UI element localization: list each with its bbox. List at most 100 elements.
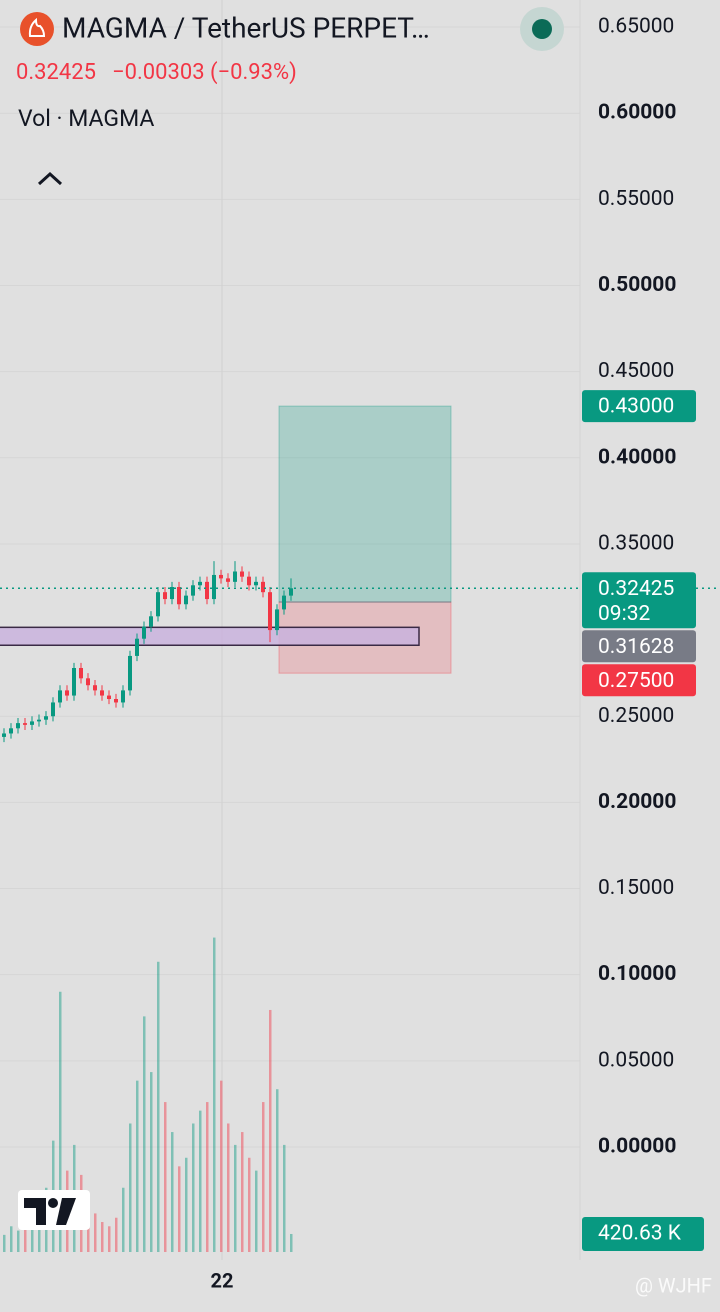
price-tag-label: 0.27500 bbox=[598, 669, 674, 693]
volume-bar bbox=[136, 1080, 139, 1252]
candle-body bbox=[30, 721, 34, 725]
support-zone bbox=[0, 626, 420, 646]
volume-bar bbox=[192, 1123, 195, 1252]
y-tick-label: 0.25000 bbox=[598, 704, 674, 728]
candle-body bbox=[142, 626, 146, 639]
volume-bar bbox=[31, 1217, 34, 1252]
volume-bar bbox=[17, 1230, 20, 1252]
volume-bar bbox=[94, 1213, 97, 1252]
candle-body bbox=[121, 690, 125, 703]
candle-body bbox=[268, 592, 272, 631]
volume-bar bbox=[241, 1132, 244, 1252]
tv-logo bbox=[18, 1190, 90, 1230]
volume-bar bbox=[283, 1144, 286, 1252]
collapse-button[interactable] bbox=[37, 171, 63, 186]
candle-body bbox=[219, 574, 223, 579]
volume-bar bbox=[213, 937, 216, 1252]
candle-body bbox=[226, 578, 230, 582]
candle-body bbox=[135, 638, 139, 656]
candle-body bbox=[93, 685, 97, 691]
y-tick-label: 0.40000 bbox=[598, 445, 676, 469]
candle-body bbox=[275, 609, 279, 631]
volume-bar bbox=[143, 1016, 146, 1252]
price-tag-countdown: 09:32 bbox=[598, 602, 650, 626]
volume-bar bbox=[115, 1217, 118, 1252]
volume-bar bbox=[38, 1213, 41, 1252]
price-tag-label: 0.43000 bbox=[598, 395, 674, 419]
price-tag bbox=[582, 390, 696, 423]
volume-bar bbox=[122, 1187, 125, 1252]
volume-bar bbox=[185, 1157, 188, 1252]
volume-bar bbox=[227, 1123, 230, 1252]
target-zone bbox=[278, 405, 452, 603]
y-tick-label: 0.10000 bbox=[598, 962, 676, 986]
candle-body bbox=[16, 723, 20, 729]
price-tag-label: 0.32425 bbox=[598, 577, 674, 601]
candle-body bbox=[51, 702, 55, 717]
volume-bar bbox=[10, 1226, 13, 1252]
y-tick-label: 0.35000 bbox=[598, 531, 674, 555]
candle-body bbox=[9, 728, 13, 734]
x-tick-label: 22 bbox=[211, 1268, 234, 1292]
price-tag bbox=[582, 664, 696, 697]
volume-bar bbox=[206, 1102, 209, 1252]
volume-bar bbox=[164, 1102, 167, 1252]
volume-bar bbox=[157, 961, 160, 1252]
candle-body bbox=[44, 716, 48, 720]
y-tick-label: 0.20000 bbox=[598, 790, 676, 814]
candle-body bbox=[282, 595, 286, 610]
candle-body bbox=[114, 699, 118, 703]
volume-bar bbox=[150, 1072, 153, 1252]
price-change: −0.00303 (−0.93%) bbox=[112, 60, 297, 85]
candle-body bbox=[79, 667, 83, 679]
y-tick-label: 0.65000 bbox=[598, 15, 674, 39]
candle-body bbox=[184, 595, 188, 605]
volume-bar bbox=[3, 1234, 6, 1252]
candle-body bbox=[240, 571, 244, 577]
candle-body bbox=[2, 733, 6, 737]
volume-bar bbox=[129, 1123, 132, 1252]
candle-body bbox=[212, 574, 216, 600]
candle-body bbox=[86, 678, 90, 686]
candle-body bbox=[72, 667, 76, 696]
candle-body bbox=[170, 587, 174, 600]
volume-tag bbox=[582, 1216, 704, 1251]
volume-bar bbox=[171, 1132, 174, 1252]
candle-body bbox=[289, 588, 293, 596]
volume-bar bbox=[24, 1222, 27, 1252]
candle-body bbox=[198, 581, 202, 586]
last-price: 0.32425 bbox=[16, 60, 96, 85]
candle-body bbox=[107, 695, 111, 700]
y-tick-label: 0.60000 bbox=[598, 101, 676, 125]
candle-body bbox=[58, 690, 62, 703]
candle-body bbox=[23, 723, 27, 725]
volume-bar bbox=[101, 1222, 104, 1252]
logo-flame bbox=[28, 17, 46, 37]
volume-bar bbox=[178, 1166, 181, 1252]
candle-body bbox=[163, 592, 167, 600]
volume-bar bbox=[290, 1233, 293, 1252]
candle-body bbox=[100, 690, 104, 696]
candle-body bbox=[149, 616, 153, 627]
candle-body bbox=[247, 576, 251, 586]
price-tag bbox=[582, 630, 696, 663]
y-tick-label: 0.45000 bbox=[598, 359, 674, 383]
candle-body bbox=[156, 592, 160, 617]
volume-bar bbox=[108, 1226, 111, 1252]
y-tick-label: 0.05000 bbox=[598, 1048, 674, 1072]
y-tick-label: 0.00000 bbox=[598, 1135, 676, 1159]
candle-body bbox=[254, 581, 258, 586]
candle-body bbox=[205, 581, 209, 600]
market-status-dot bbox=[532, 19, 552, 39]
candle-body bbox=[261, 581, 265, 593]
volume-bar bbox=[248, 1157, 251, 1252]
price-tag bbox=[582, 572, 696, 629]
volume-title: Vol · MAGMA bbox=[18, 105, 154, 132]
volume-bar bbox=[199, 1110, 202, 1252]
price-tag-label: 0.31628 bbox=[598, 635, 674, 659]
candle-body bbox=[128, 655, 132, 691]
volume-bar bbox=[276, 1089, 279, 1252]
symbol-title: MAGMA / TetherUS PERPET… bbox=[62, 11, 430, 44]
volume-bar bbox=[262, 1102, 265, 1252]
